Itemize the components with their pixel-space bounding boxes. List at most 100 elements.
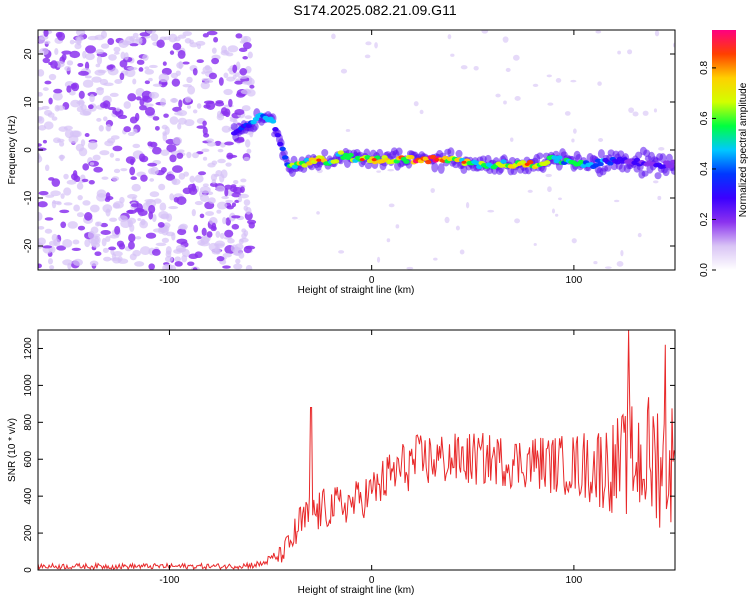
noise-blob bbox=[196, 59, 204, 64]
noise-blob bbox=[216, 209, 222, 214]
noise-blob bbox=[613, 199, 620, 203]
noise-blob bbox=[69, 39, 75, 45]
noise-blob bbox=[194, 251, 203, 259]
noise-blob bbox=[627, 49, 633, 55]
noise-blob bbox=[186, 76, 193, 84]
noise-blob bbox=[72, 170, 78, 177]
noise-blob bbox=[106, 65, 114, 70]
noise-blob bbox=[85, 52, 95, 61]
noise-blob bbox=[103, 256, 112, 262]
noise-blob bbox=[465, 202, 470, 209]
noise-blob bbox=[174, 261, 183, 267]
noise-blob bbox=[444, 216, 450, 224]
noise-blob bbox=[163, 113, 169, 118]
noise-blob bbox=[50, 190, 61, 197]
noise-blob bbox=[88, 179, 95, 185]
noise-blob bbox=[78, 90, 85, 99]
noise-blob bbox=[222, 265, 231, 269]
noise-blob bbox=[78, 98, 85, 108]
noise-blob bbox=[338, 250, 345, 254]
noise-blob bbox=[44, 228, 53, 234]
noise-blob bbox=[63, 173, 69, 180]
noise-blob bbox=[632, 111, 639, 117]
noise-blob bbox=[127, 93, 137, 102]
noise-blob bbox=[222, 252, 232, 258]
ridge-halo bbox=[604, 164, 612, 172]
ridge-halo bbox=[321, 148, 329, 157]
noise-blob bbox=[230, 186, 238, 193]
noise-blob bbox=[239, 68, 248, 76]
noise-blob bbox=[177, 34, 187, 39]
noise-blob bbox=[598, 138, 604, 142]
noise-blob bbox=[160, 149, 170, 156]
noise-blob bbox=[291, 216, 298, 220]
noise-blob bbox=[78, 70, 89, 76]
ridge-cell bbox=[269, 119, 277, 124]
x-tick-label: -100 bbox=[159, 275, 179, 286]
noise-blob bbox=[148, 64, 158, 69]
noise-blob bbox=[177, 122, 182, 130]
noise-blob bbox=[214, 101, 225, 107]
noise-blob bbox=[242, 80, 252, 85]
noise-blob bbox=[62, 239, 73, 248]
noise-blob bbox=[376, 256, 381, 263]
noise-blob bbox=[96, 117, 102, 122]
ridge-hotspot bbox=[524, 162, 530, 166]
noise-blob bbox=[220, 169, 228, 179]
noise-blob bbox=[141, 90, 152, 100]
noise-blob bbox=[103, 82, 114, 87]
ridge-hotspot bbox=[461, 160, 467, 164]
ridge-halo bbox=[597, 149, 605, 159]
spectrogram-y-axis-title: Frequency (Hz) bbox=[7, 116, 18, 185]
noise-blob bbox=[38, 36, 45, 44]
spectrogram-x-axis-title: Height of straight line (km) bbox=[298, 285, 415, 296]
noise-blob bbox=[149, 178, 155, 182]
noise-blob bbox=[240, 89, 252, 95]
noise-blob bbox=[386, 238, 391, 243]
noise-blob bbox=[234, 72, 240, 77]
noise-blob bbox=[144, 103, 154, 107]
noise-blob bbox=[244, 115, 253, 120]
noise-blob bbox=[196, 43, 202, 50]
noise-blob bbox=[152, 83, 163, 87]
noise-blob bbox=[374, 42, 378, 49]
ridge-cell bbox=[279, 146, 286, 152]
noise-blob bbox=[144, 80, 150, 85]
noise-blob bbox=[132, 143, 141, 149]
noise-blob bbox=[75, 30, 86, 36]
noise-blob bbox=[406, 266, 414, 270]
noise-blob bbox=[154, 125, 160, 131]
noise-blob bbox=[203, 133, 210, 138]
noise-blob bbox=[151, 248, 161, 256]
ridge-cell bbox=[580, 163, 587, 168]
noise-blob bbox=[182, 83, 192, 88]
noise-blob bbox=[127, 209, 134, 214]
noise-blob bbox=[199, 186, 211, 194]
noise-blob bbox=[205, 211, 215, 217]
noise-blob bbox=[211, 160, 218, 166]
noise-blob bbox=[487, 209, 495, 213]
noise-blob bbox=[149, 141, 158, 148]
noise-blob bbox=[169, 154, 177, 163]
noise-blob bbox=[495, 93, 501, 98]
y-tick-label: 200 bbox=[23, 524, 34, 541]
noise-blob bbox=[129, 43, 139, 47]
noise-blob bbox=[244, 139, 251, 148]
noise-blob bbox=[226, 205, 234, 210]
noise-blob bbox=[47, 258, 54, 265]
noise-blob bbox=[160, 213, 170, 220]
y-tick-label: 0 bbox=[23, 567, 34, 573]
noise-blob bbox=[89, 204, 100, 213]
noise-blob bbox=[102, 247, 109, 253]
noise-blob bbox=[365, 41, 372, 46]
noise-blob bbox=[202, 33, 209, 38]
noise-blob bbox=[204, 79, 214, 84]
ridge-halo bbox=[536, 152, 544, 160]
noise-blob bbox=[238, 238, 244, 245]
noise-blob bbox=[52, 92, 63, 101]
noise-blob bbox=[123, 101, 131, 109]
noise-blob bbox=[117, 114, 128, 119]
noise-blob bbox=[243, 156, 251, 162]
